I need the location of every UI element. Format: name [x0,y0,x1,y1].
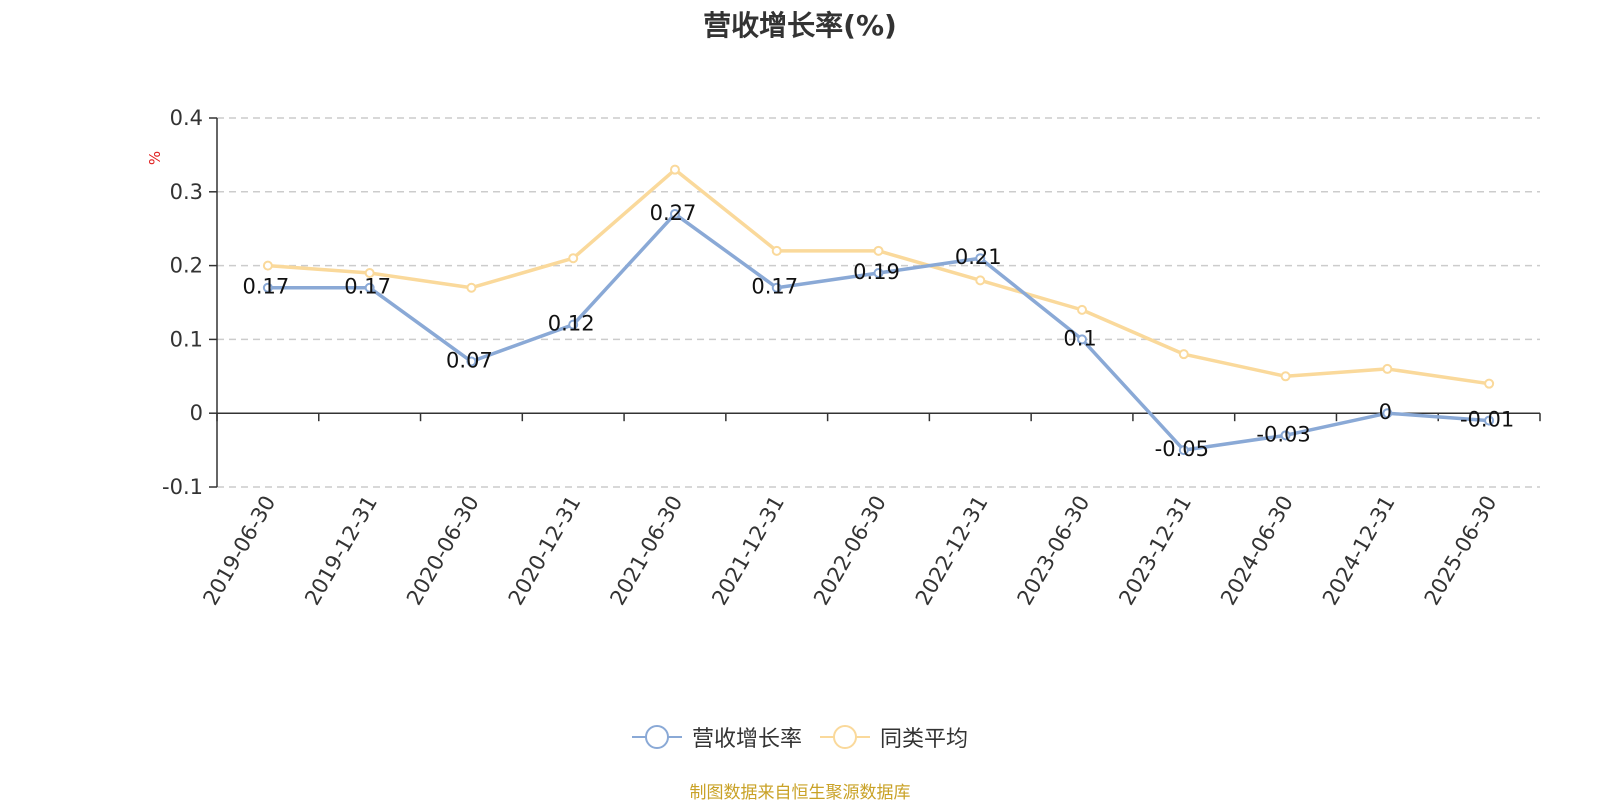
series-lines [262,164,1495,456]
data-point [975,253,986,264]
data-point [1484,415,1495,426]
legend-item-series-1[interactable]: 营收增长率 [631,721,802,753]
data-point [873,245,884,256]
y-axis-label: % [146,151,164,165]
data-label: 0 [1379,400,1392,424]
y-tick-label: 0.3 [170,180,203,204]
data-label: -0.05 [1155,437,1209,461]
data-point [1382,408,1393,419]
x-tick-label: 2019-06-30 [198,492,280,610]
data-label: -0.01 [1460,408,1514,432]
x-tick-label: 2024-12-31 [1318,492,1400,610]
data-label: 0.19 [853,260,900,284]
x-tick-label: 2025-06-30 [1420,492,1502,610]
data-point [466,282,477,293]
data-point [364,282,375,293]
data-point [568,319,579,330]
legend-label-series-1: 营收增长率 [691,727,802,752]
data-label: 0.27 [650,201,697,225]
x-tick-label: 2023-12-31 [1114,492,1196,610]
data-point [364,267,375,278]
data-label: 0.21 [955,245,1002,269]
x-tick-label: 2024-06-30 [1216,492,1298,610]
x-tick-label: 2021-06-30 [605,492,687,610]
data-point [1280,430,1291,441]
x-tick-label: 2019-12-31 [300,492,382,610]
x-tick-label: 2022-06-30 [809,492,891,610]
chart-title: 营收增长率(%) [703,9,897,42]
y-tick-label: -0.1 [162,475,203,499]
data-labels: 0.17 0.17 0.07 0.12 0.27 0.17 0.19 0.21 0.1 -0.05… [243,201,1515,461]
data-label: 0.1 [1063,326,1096,350]
data-label: 0.17 [243,275,290,299]
y-tick-label: 0 [190,401,203,425]
legend-marker-series-2 [820,724,870,750]
x-tick-label: 2023-06-30 [1013,492,1095,610]
data-label: 0.07 [446,349,493,373]
data-point [568,253,579,264]
y-tick-label: 0.1 [170,327,203,351]
data-point [771,282,782,293]
legend-marker-series-1 [631,724,682,750]
y-tick-label: 0.2 [170,254,203,278]
data-point [873,267,884,278]
data-label: 0.17 [344,275,391,299]
data-point [975,275,986,286]
data-label: 0.12 [548,312,595,336]
y-tick-label: 0.4 [170,106,203,130]
data-point [1484,378,1495,389]
data-point [1280,371,1291,382]
legend-item-series-2[interactable]: 同类平均 [820,721,968,753]
data-point [771,245,782,256]
legend: 营收增长率 同类平均 [0,722,1600,752]
data-point [1382,363,1393,374]
data-point [1178,445,1189,456]
data-label: 0.17 [751,275,798,299]
data-label: -0.03 [1256,422,1310,446]
data-point [262,282,273,293]
data-point [1077,334,1088,345]
data-point [669,208,680,219]
data-point [466,356,477,367]
data-point [669,164,680,175]
source-note: 制图数据来自恒生聚源数据库 [689,783,911,803]
legend-label-series-2: 同类平均 [880,727,969,752]
x-tick-label: 2022-12-31 [911,492,993,610]
data-point [1077,304,1088,315]
data-point [262,260,273,271]
x-tick-label: 2020-06-30 [402,492,484,610]
x-tick-label: 2021-12-31 [707,492,789,610]
grid-lines [217,117,1540,488]
x-tick-label: 2020-12-31 [504,492,586,610]
data-point [1178,349,1189,360]
